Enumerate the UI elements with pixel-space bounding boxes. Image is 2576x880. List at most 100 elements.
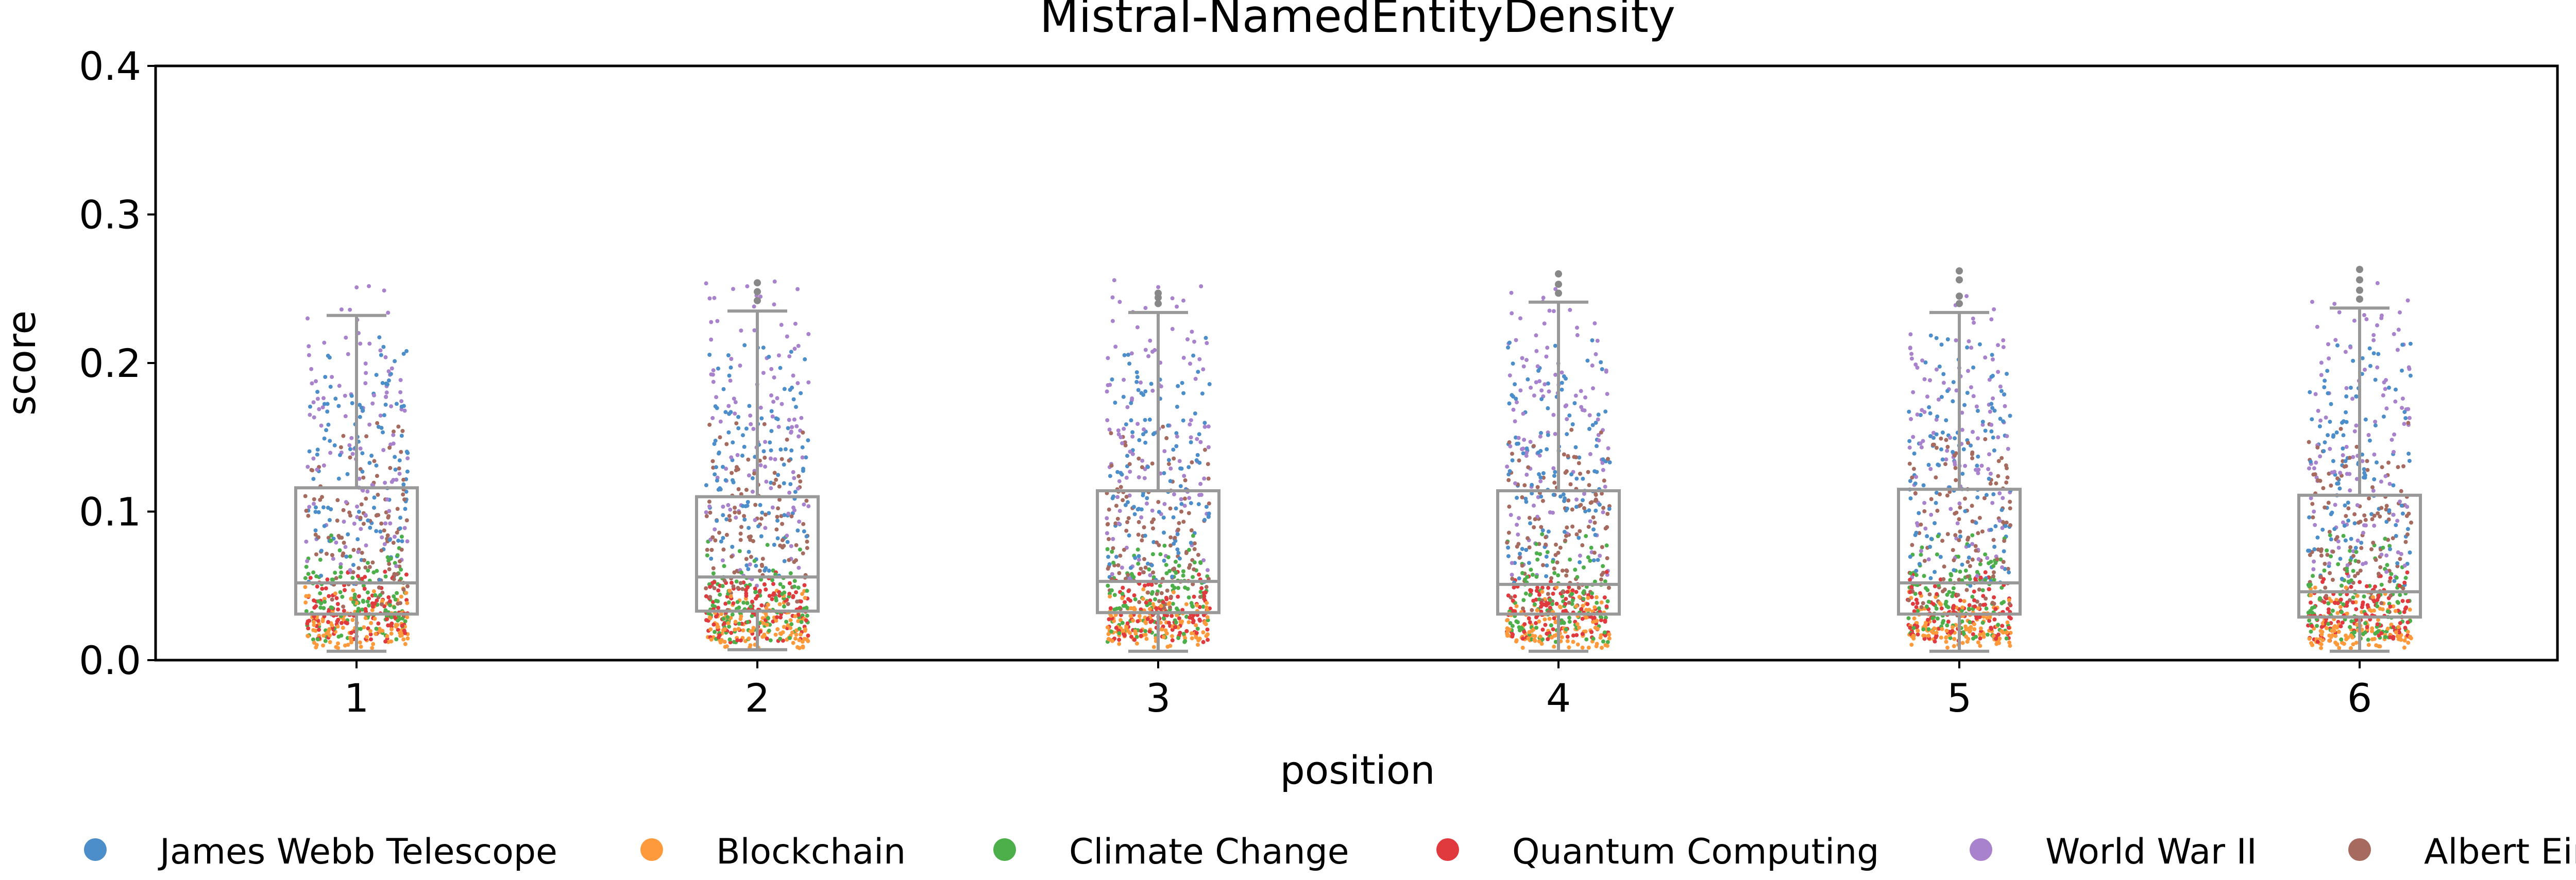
strip-point [796,565,801,570]
strip-point [1567,413,1572,418]
strip-point [385,533,390,538]
strip-point [1976,606,1980,611]
strip-point [2343,538,2348,543]
strip-point [382,542,387,546]
strip-point [330,577,334,582]
strip-point [787,354,792,359]
strip-point [1548,598,1552,602]
strip-point [355,515,360,520]
strip-point [2398,557,2402,561]
strip-point [1168,466,1173,471]
strip-point [1978,602,1982,607]
strip-point [1192,547,1197,551]
strip-point [1189,418,1193,423]
strip-point [783,447,788,452]
strip-point [772,481,776,486]
strip-point [1148,338,1153,343]
strip-point [1207,511,1211,516]
strip-point [1600,545,1604,549]
strip-point [1946,619,1951,624]
strip-point [1604,570,1609,574]
strip-point [720,584,725,589]
strip-point [385,497,389,502]
strip-point [1906,616,1911,620]
strip-point [1197,432,1201,437]
strip-point [315,637,320,642]
strip-point [1577,536,1581,540]
strip-point [1970,542,1975,546]
strip-point [805,546,809,550]
strip-point [2405,298,2410,303]
strip-point [2332,302,2337,306]
strip-point [769,429,774,434]
strip-point [1121,394,1126,399]
strip-point [1915,366,1920,370]
strip-point [2393,609,2398,613]
strip-point [2317,424,2322,428]
strip-point [349,630,353,635]
strip-point [363,565,368,570]
strip-point [1109,463,1114,468]
strip-point [1137,572,1142,576]
strip-point [755,594,760,598]
strip-point [748,413,753,418]
strip-point [389,615,394,619]
strip-point [749,555,753,559]
strip-point [769,393,773,398]
strip-point [1940,457,1945,462]
strip-point [1971,394,1976,399]
strip-point [778,615,783,619]
strip-point [774,527,779,532]
strip-point [1972,598,1976,602]
strip-point [401,492,405,497]
strip-point [320,586,325,591]
strip-point [2355,538,2360,543]
strip-point [751,427,756,431]
strip-point [1114,626,1118,630]
strip-point [2327,561,2331,566]
strip-point [2319,547,2324,551]
strip-point [1127,462,1132,467]
strip-point [713,438,718,443]
strip-point [1599,600,1604,605]
strip-point [1522,483,1527,488]
strip-point [2361,530,2365,535]
strip-point [2362,594,2366,599]
strip-point [1604,368,1608,373]
strip-point [2328,420,2332,424]
strip-point [382,528,386,533]
strip-point [1996,459,2001,463]
strip-point [1516,436,1521,440]
strip-point [1964,588,1969,592]
strip-point [801,522,806,526]
strip-point [1202,447,1207,452]
strip-point [308,576,313,580]
strip-point [1197,636,1202,641]
strip-point [1546,637,1550,642]
strip-point [1524,454,1529,458]
strip-point [1918,591,1922,596]
strip-point [2383,635,2387,640]
strip-point [404,349,409,353]
strip-point [1117,606,1122,611]
strip-point [1524,358,1529,363]
strip-point [1534,621,1538,626]
strip-point [1601,564,1605,568]
strip-point [1183,478,1188,482]
strip-point [342,541,346,545]
strip-point [1913,481,1918,486]
strip-point [2408,607,2412,612]
strip-point [752,304,756,309]
strip-point [726,503,731,507]
strip-point [306,464,310,469]
strip-point [1573,393,1578,398]
strip-point [1141,570,1146,575]
strip-point [1945,493,1950,498]
strip-point [1972,320,1976,325]
strip-point [1127,493,1132,498]
strip-point [1565,634,1570,639]
strip-point [1172,456,1176,461]
strip-point [321,396,326,401]
strip-point [2333,503,2337,507]
strip-point [352,595,357,600]
